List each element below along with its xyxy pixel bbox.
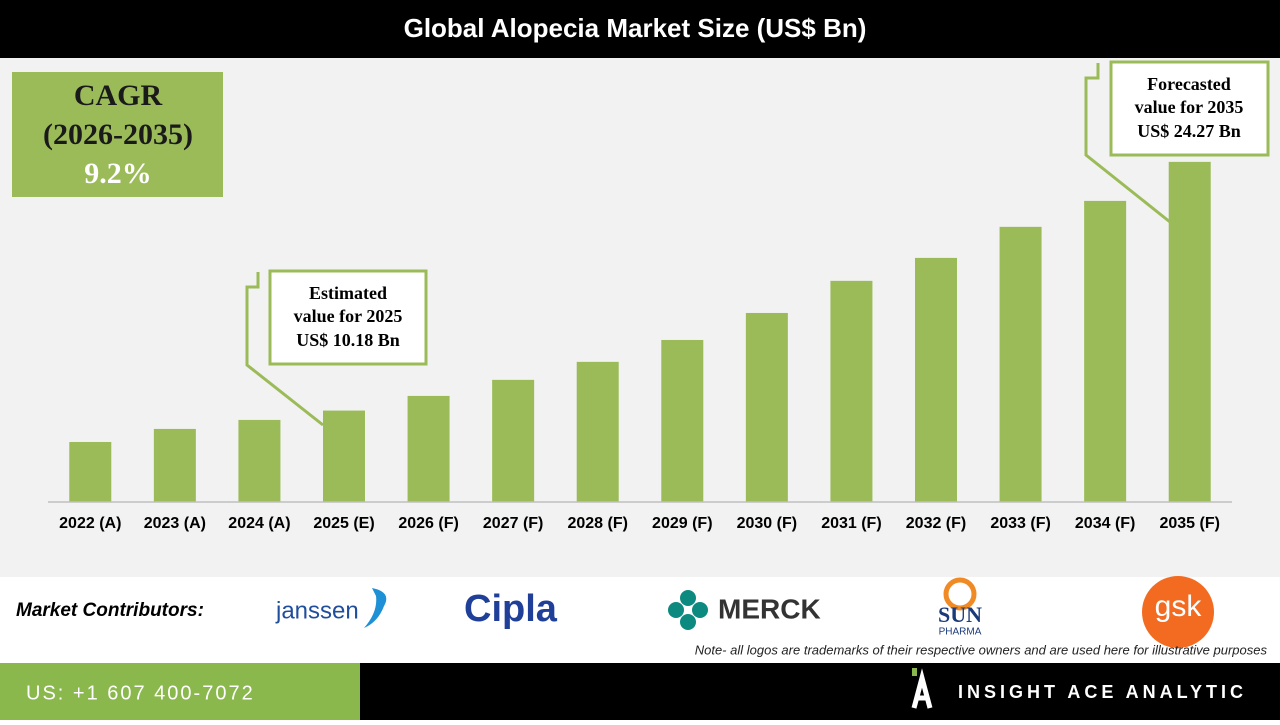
callout-leader [1084,63,1171,224]
bar [69,441,112,502]
callout-text: US$ 24.27 Bn [1137,121,1241,141]
note: Note- all logos are trademarks of their … [695,642,1268,657]
x-tick-label: 2023 (A) [144,515,206,532]
logo-gsk: gsk [1155,590,1203,623]
callout-text: value for 2035 [1135,97,1244,117]
footer-left [0,663,360,720]
x-tick-label: 2029 (F) [652,515,712,532]
x-tick-label: 2034 (F) [1075,515,1135,532]
phone: US: +1 607 400-7072 [26,682,255,704]
x-tick-label: 2033 (F) [990,515,1050,532]
callout-box [268,269,428,366]
logo-icon [364,588,387,628]
logo-icon [1142,576,1214,648]
bar [915,257,957,502]
logo-janssen: janssen [275,597,359,624]
logo-pharma: PHARMA [939,627,982,638]
cagr-label: CAGR [74,79,163,112]
x-tick-label: 2024 (A) [228,515,290,532]
brand-icon [912,668,917,676]
cagr-value: 9.2% [84,157,152,190]
x-tick-label: 2035 (F) [1159,515,1219,532]
x-tick-label: 2030 (F) [737,515,797,532]
x-tick-label: 2025 (E) [313,515,374,532]
chart-title: Global Alopecia Market Size (US$ Bn) [404,13,867,43]
bar [407,395,450,502]
bar [492,379,535,502]
bar [999,226,1042,503]
bar [238,419,281,502]
contributors-label: Market Contributors: [16,600,204,621]
brand-icon [911,668,933,709]
callout-text: Forecasted [1147,74,1231,94]
x-tick-label: 2028 (F) [567,515,627,532]
x-tick-label: 2032 (F) [906,515,966,532]
logo-sun: SUN [938,602,982,627]
logo-cipla: Cipla [464,588,558,630]
callout-text: Estimated [309,283,387,303]
cagr-box [12,72,223,197]
x-tick-label: 2026 (F) [398,515,458,532]
callout-leader [245,272,324,427]
bar [1168,161,1211,502]
footer-right [360,663,1280,720]
bar [153,428,196,502]
callout-text: value for 2025 [294,306,403,326]
bar [323,410,365,502]
bar [576,361,619,502]
bar [830,280,873,502]
logo-merck: MERCK [718,593,821,624]
callout-text: US$ 10.18 Bn [296,330,400,350]
callout-box [1109,60,1270,157]
x-tick-label: 2027 (F) [483,515,543,532]
x-tick-label: 2031 (F) [821,515,881,532]
cagr-period: (2026-2035) [43,118,193,151]
logo-icon [668,590,708,630]
logo-icon [943,577,977,611]
plot: 2022 (A) 2023 (A) 2024 (A) 2025 (E) 2026 (F)… [59,161,1220,532]
brand: INSIGHT ACE ANALYTIC [958,682,1247,702]
contributors-area [0,577,1280,663]
bar [661,339,704,502]
bar [745,312,788,502]
x-tick-label: 2022 (A) [59,515,121,532]
title-bar [0,0,1280,58]
bar [1084,200,1127,503]
